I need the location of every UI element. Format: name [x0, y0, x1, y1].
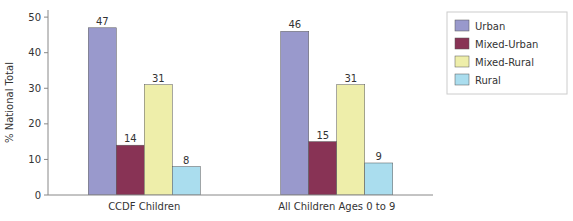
y-tick-label: 40 [28, 47, 41, 58]
y-tick-label: 10 [28, 154, 41, 165]
y-tick [44, 88, 48, 89]
y-tick [44, 159, 48, 160]
x-tick-label: CCDF Children [108, 201, 180, 212]
chart: 47 46 14 15 31 31 8 9 0 10 20 30 40 50 % National Tota… [0, 0, 573, 221]
data-label: 8 [183, 155, 189, 166]
y-axis-label: % National Total [4, 62, 15, 143]
bar [172, 167, 200, 195]
data-label: 31 [152, 73, 165, 84]
y-tick [44, 195, 48, 196]
y-tick-label: 0 [35, 190, 41, 201]
y-tick [44, 123, 48, 124]
legend-label: Mixed-Rural [475, 57, 534, 68]
legend-swatch [455, 20, 469, 31]
y-tick-label: 20 [28, 118, 41, 129]
bar [281, 31, 309, 195]
bar [116, 145, 144, 195]
data-label: 46 [288, 19, 301, 30]
data-label: 14 [124, 133, 137, 144]
legend-label: Rural [475, 75, 501, 86]
y-tick [44, 52, 48, 53]
y-tick-label: 50 [28, 12, 41, 23]
data-label: 15 [316, 130, 329, 141]
bar [337, 85, 365, 195]
bar [88, 28, 116, 195]
data-label: 47 [96, 16, 109, 27]
bar [365, 163, 393, 195]
bars [88, 28, 393, 195]
bar [309, 142, 337, 195]
data-label: 9 [376, 151, 382, 162]
legend-label: Mixed-Urban [475, 39, 538, 50]
y-tick-label: 30 [28, 83, 41, 94]
x-tick-label: All Children Ages 0 to 9 [278, 201, 395, 212]
legend-swatch [455, 74, 469, 85]
legend-label: Urban [475, 21, 505, 32]
bar [144, 85, 172, 195]
legend-box [447, 12, 567, 94]
y-axis-line [48, 10, 49, 195]
y-tick [44, 17, 48, 18]
legend: Urban Mixed-Urban Mixed-Rural Rural [447, 12, 567, 94]
legend-swatch [455, 38, 469, 49]
data-label: 31 [344, 73, 357, 84]
x-axis-line [48, 195, 433, 196]
legend-swatch [455, 56, 469, 67]
